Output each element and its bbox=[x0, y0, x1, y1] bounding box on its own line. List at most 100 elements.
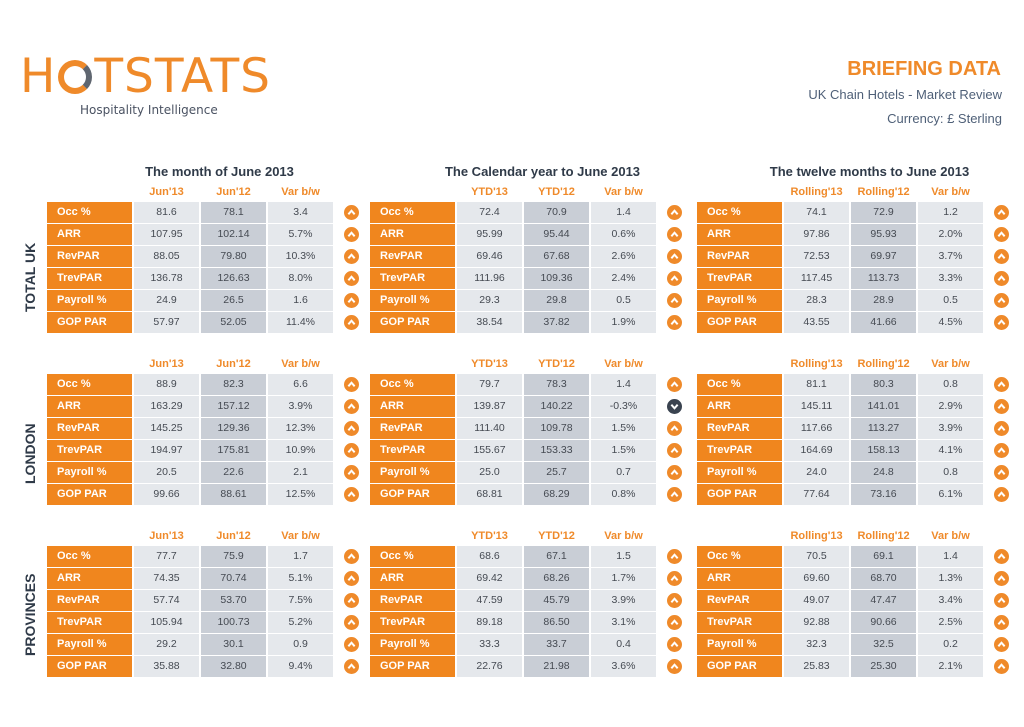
table-row: ARR 139.87 140.22 -0.3% bbox=[370, 396, 682, 417]
metric-label: RevPAR bbox=[370, 418, 455, 439]
variance-value: 0.8 bbox=[918, 462, 983, 483]
current-value: 97.86 bbox=[784, 224, 849, 245]
variance-value: 2.0% bbox=[918, 224, 983, 245]
variance-value: 0.6% bbox=[591, 224, 656, 245]
metric-label: GOP PAR bbox=[697, 656, 782, 677]
prior-value: 28.9 bbox=[851, 290, 916, 311]
current-value: 68.81 bbox=[457, 484, 522, 505]
prior-value: 78.1 bbox=[201, 202, 266, 223]
table-row: GOP PAR 35.88 32.80 9.4% bbox=[47, 656, 359, 677]
arrow-up-icon bbox=[344, 205, 359, 220]
metric-label: Payroll % bbox=[697, 634, 782, 655]
metric-label: RevPAR bbox=[47, 590, 132, 611]
section-label: LONDON bbox=[22, 423, 38, 484]
arrow-up-icon bbox=[994, 293, 1009, 308]
metric-label: ARR bbox=[47, 568, 132, 589]
current-value: 69.46 bbox=[457, 246, 522, 267]
prior-value: 67.1 bbox=[524, 546, 589, 567]
metric-label: GOP PAR bbox=[370, 312, 455, 333]
variance-value: 12.3% bbox=[268, 418, 333, 439]
current-value: 57.74 bbox=[134, 590, 199, 611]
variance-value: 2.1% bbox=[918, 656, 983, 677]
column-header: YTD'12 bbox=[538, 186, 575, 198]
metric-label: Payroll % bbox=[370, 462, 455, 483]
report-title: BRIEFING DATA bbox=[847, 58, 1001, 80]
metric-label: ARR bbox=[697, 568, 782, 589]
variance-value: 2.4% bbox=[591, 268, 656, 289]
variance-value: 10.3% bbox=[268, 246, 333, 267]
arrow-up-icon bbox=[667, 421, 682, 436]
table-row: Payroll % 29.3 29.8 0.5 bbox=[370, 290, 682, 311]
current-value: 81.6 bbox=[134, 202, 199, 223]
arrow-up-icon bbox=[667, 227, 682, 242]
table-row: GOP PAR 57.97 52.05 11.4% bbox=[47, 312, 359, 333]
column-header: YTD'13 bbox=[471, 186, 508, 198]
table-row: Occ % 88.9 82.3 6.6 bbox=[47, 374, 359, 395]
column-header: Jun'13 bbox=[149, 530, 184, 542]
table-row: Occ % 70.5 69.1 1.4 bbox=[697, 546, 1009, 567]
table-row: TrevPAR 164.69 158.13 4.1% bbox=[697, 440, 1009, 461]
arrow-up-icon bbox=[994, 421, 1009, 436]
metric-label: Occ % bbox=[697, 374, 782, 395]
section-label: TOTAL UK bbox=[22, 242, 38, 312]
variance-value: 0.8% bbox=[591, 484, 656, 505]
metric-label: Payroll % bbox=[370, 634, 455, 655]
metric-label: TrevPAR bbox=[47, 440, 132, 461]
variance-value: 0.4 bbox=[591, 634, 656, 655]
current-value: 81.1 bbox=[784, 374, 849, 395]
current-value: 32.3 bbox=[784, 634, 849, 655]
column-header: YTD'13 bbox=[471, 358, 508, 370]
metric-label: Payroll % bbox=[697, 462, 782, 483]
prior-value: 72.9 bbox=[851, 202, 916, 223]
current-value: 145.25 bbox=[134, 418, 199, 439]
current-value: 33.3 bbox=[457, 634, 522, 655]
metric-label: ARR bbox=[370, 568, 455, 589]
hotstats-logo: H TSTATS bbox=[20, 49, 271, 104]
metric-label: Occ % bbox=[370, 202, 455, 223]
prior-value: 86.50 bbox=[524, 612, 589, 633]
prior-value: 95.93 bbox=[851, 224, 916, 245]
table-row: GOP PAR 68.81 68.29 0.8% bbox=[370, 484, 682, 505]
arrow-up-icon bbox=[344, 637, 359, 652]
variance-value: 3.4 bbox=[268, 202, 333, 223]
variance-value: 6.1% bbox=[918, 484, 983, 505]
variance-value: 6.6 bbox=[268, 374, 333, 395]
variance-value: 12.5% bbox=[268, 484, 333, 505]
variance-value: 0.8 bbox=[918, 374, 983, 395]
arrow-up-icon bbox=[667, 465, 682, 480]
table-row: Payroll % 33.3 33.7 0.4 bbox=[370, 634, 682, 655]
arrow-up-icon bbox=[667, 205, 682, 220]
current-value: 25.83 bbox=[784, 656, 849, 677]
variance-value: 1.3% bbox=[918, 568, 983, 589]
metric-label: GOP PAR bbox=[47, 312, 132, 333]
table-row: GOP PAR 25.83 25.30 2.1% bbox=[697, 656, 1009, 677]
table-row: RevPAR 111.40 109.78 1.5% bbox=[370, 418, 682, 439]
prior-value: 32.5 bbox=[851, 634, 916, 655]
metric-label: Payroll % bbox=[47, 634, 132, 655]
prior-value: 67.68 bbox=[524, 246, 589, 267]
metric-label: ARR bbox=[370, 224, 455, 245]
prior-value: 78.3 bbox=[524, 374, 589, 395]
arrow-up-icon bbox=[344, 549, 359, 564]
metric-label: GOP PAR bbox=[47, 656, 132, 677]
current-value: 69.42 bbox=[457, 568, 522, 589]
current-value: 72.53 bbox=[784, 246, 849, 267]
column-header: Var b/w bbox=[281, 530, 320, 542]
arrow-up-icon bbox=[667, 249, 682, 264]
arrow-up-icon bbox=[344, 271, 359, 286]
table-row: RevPAR 72.53 69.97 3.7% bbox=[697, 246, 1009, 267]
current-value: 57.97 bbox=[134, 312, 199, 333]
column-header: Var b/w bbox=[604, 358, 643, 370]
prior-value: 73.16 bbox=[851, 484, 916, 505]
table-row: TrevPAR 111.96 109.36 2.4% bbox=[370, 268, 682, 289]
prior-value: 75.9 bbox=[201, 546, 266, 567]
table-row: GOP PAR 38.54 37.82 1.9% bbox=[370, 312, 682, 333]
arrow-up-icon bbox=[994, 205, 1009, 220]
prior-value: 80.3 bbox=[851, 374, 916, 395]
arrow-up-icon bbox=[344, 465, 359, 480]
table-row: TrevPAR 117.45 113.73 3.3% bbox=[697, 268, 1009, 289]
metric-label: Occ % bbox=[697, 546, 782, 567]
table-row: TrevPAR 89.18 86.50 3.1% bbox=[370, 612, 682, 633]
variance-value: 0.5 bbox=[591, 290, 656, 311]
